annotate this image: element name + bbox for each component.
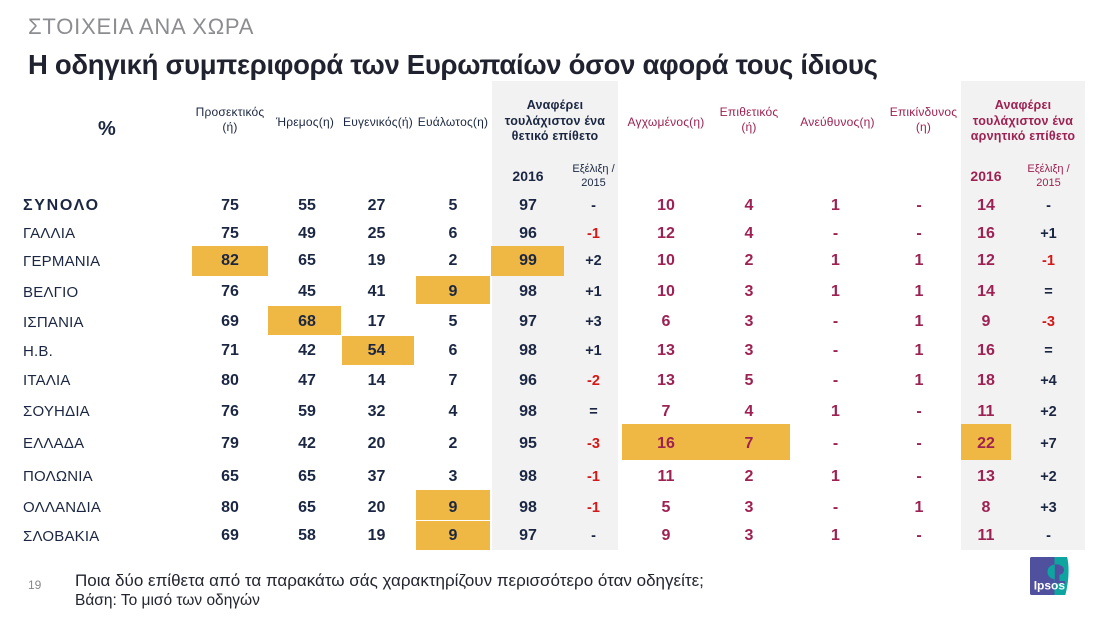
svg-text:Ipsos: Ipsos xyxy=(1034,578,1066,592)
